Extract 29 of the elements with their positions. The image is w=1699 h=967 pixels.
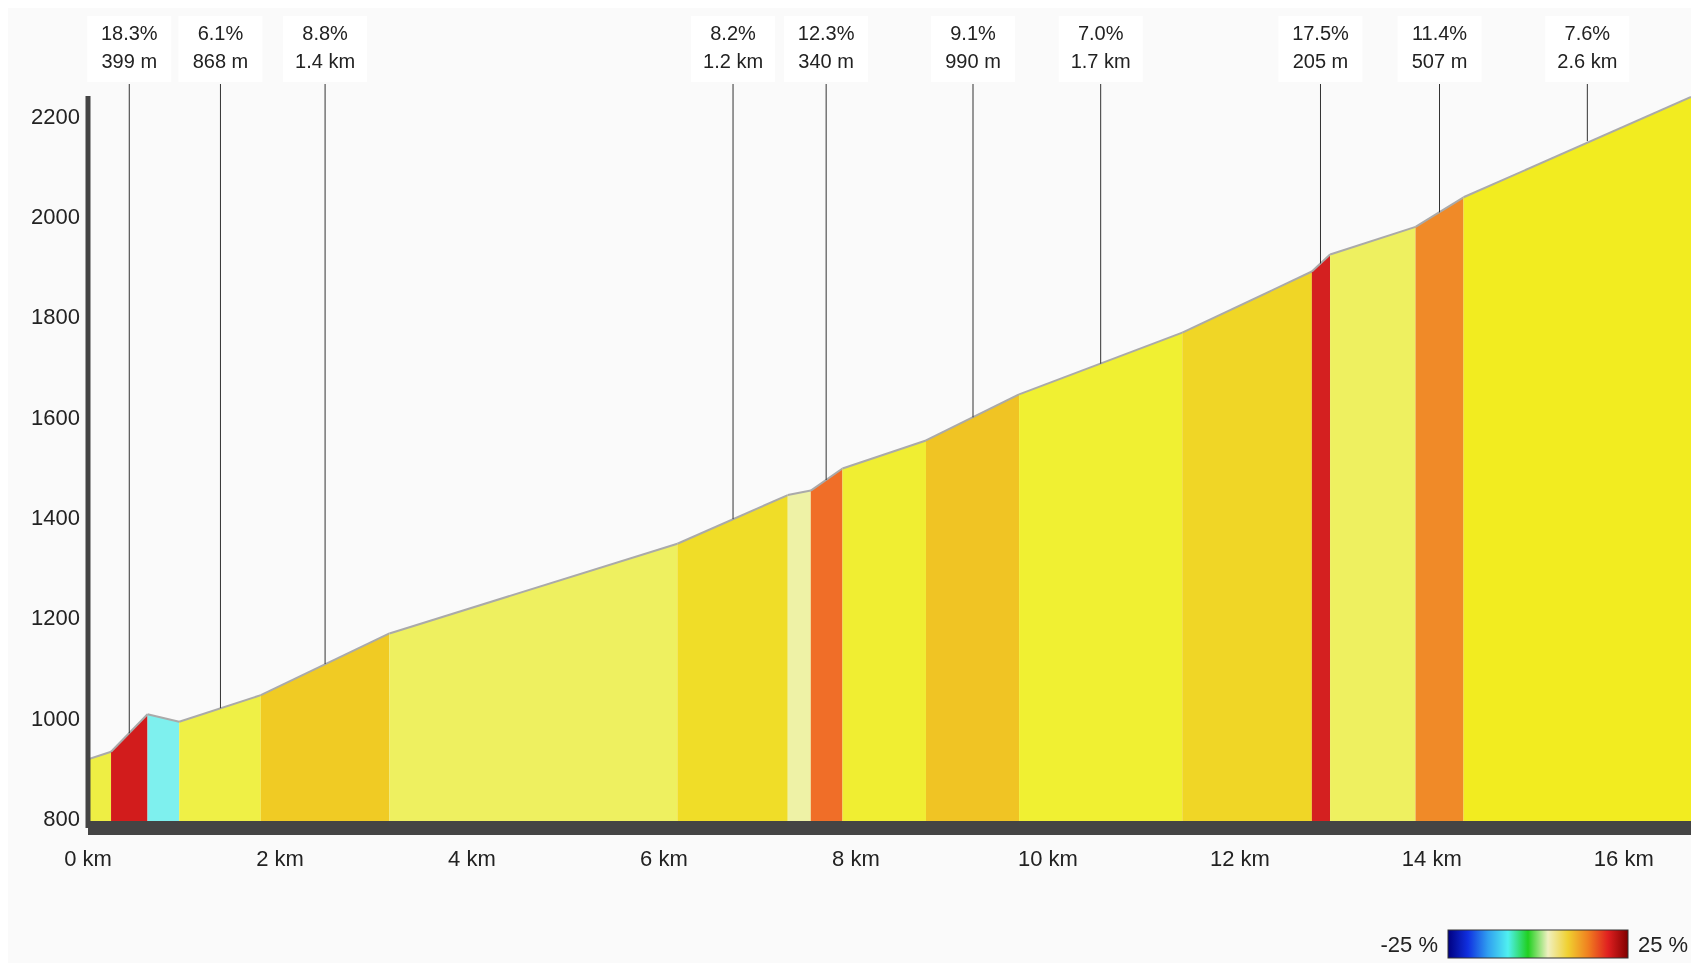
annotation: 12.3% 340 m [797,22,855,72]
annotation: 17.5% 205 m [1292,22,1350,72]
annotation: 18.3% 399 m [100,22,158,72]
x-tick-label: 4 km [448,845,496,871]
text: -25 % [1380,932,1438,957]
annotation: 11.4% 507 m [1411,22,1468,72]
x-tick-label: 0 km [64,845,112,871]
x-tick-label: 12 km [1209,845,1270,871]
x-tick-label: 10 km [1017,845,1078,871]
y-tick-label: 2200 [31,103,80,129]
y-tick-label: 1000 [31,705,80,731]
annotation: 7.0% 1.7 km [1070,22,1131,72]
y-tick-label: 1400 [31,504,80,530]
x-tick-label: 16 km [1593,845,1654,871]
y-tick-label: 1800 [31,304,80,330]
y-tick-label: 1600 [31,404,80,430]
y-tick-label: 800 [43,805,80,831]
annotation: 6.1% 868 m [192,22,249,72]
y-tick-label: 2000 [31,204,80,230]
annotation: 8.2% 1.2 km [703,22,764,72]
x-tick-label: 2 km [256,845,304,871]
y-tick-label: 1200 [31,605,80,631]
text: 25 % [1638,932,1689,957]
x-tick-label: 14 km [1401,845,1462,871]
annotation: 8.8% 1.4 km [295,22,356,72]
annotation: 7.6% 2.6 km [1557,22,1618,72]
annotation: 9.1% 990 m [945,22,1001,72]
x-tick-label: 6 km [640,845,688,871]
x-tick-label: 8 km [832,845,880,871]
